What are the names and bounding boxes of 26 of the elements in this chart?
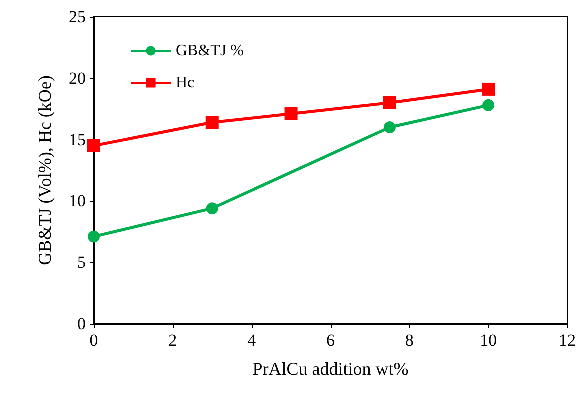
x-tick-label: 6	[326, 331, 335, 350]
y-tick-label: 5	[78, 253, 86, 272]
point	[384, 122, 396, 134]
y-tick-label: 15	[69, 130, 86, 150]
point	[482, 82, 496, 96]
y-axis-title: GB&TJ (Vol%), Hc (kOe)	[35, 76, 55, 266]
x-tick-label: 8	[405, 331, 414, 350]
point	[482, 99, 495, 112]
x-tick-label: 0	[90, 331, 98, 350]
point	[206, 202, 218, 215]
y-tick-label: 20	[69, 68, 86, 88]
point	[88, 230, 100, 243]
x-tick-label: 12	[559, 331, 576, 350]
y-tick-label: 10	[69, 192, 86, 211]
x-axis-title: PrAlCu addition wt%	[252, 359, 409, 379]
point	[88, 139, 100, 152]
point	[206, 116, 219, 130]
legend-label: Hc	[176, 74, 195, 92]
x-tick-label: 2	[168, 331, 178, 350]
y-tick-label: 25	[69, 8, 86, 26]
legend-label: GB&TJ %	[176, 42, 244, 60]
point	[383, 96, 396, 110]
point	[284, 108, 298, 121]
y-tick-label: 0	[78, 314, 86, 334]
x-tick-label: 4	[248, 331, 257, 350]
x-tick-label: 10	[480, 331, 498, 350]
